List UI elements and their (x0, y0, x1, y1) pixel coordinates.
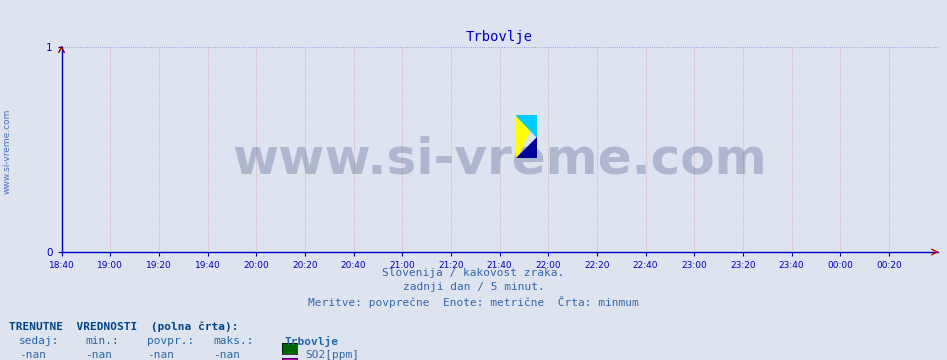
Text: povpr.:: povpr.: (147, 336, 194, 346)
Text: zadnji dan / 5 minut.: zadnji dan / 5 minut. (402, 282, 545, 292)
Text: maks.:: maks.: (213, 336, 254, 346)
Polygon shape (516, 115, 537, 137)
Text: TRENUTNE  VREDNOSTI  (polna črta):: TRENUTNE VREDNOSTI (polna črta): (9, 321, 239, 332)
Polygon shape (516, 115, 537, 158)
Text: -nan: -nan (213, 350, 241, 360)
Text: Trbovlje: Trbovlje (284, 336, 338, 347)
Text: www.si-vreme.com: www.si-vreme.com (3, 108, 12, 194)
Text: -nan: -nan (147, 350, 174, 360)
Text: min.:: min.: (85, 336, 119, 346)
Text: sedaj:: sedaj: (19, 336, 60, 346)
Text: www.si-vreme.com: www.si-vreme.com (232, 136, 767, 184)
Text: Meritve: povprečne  Enote: metrične  Črta: minmum: Meritve: povprečne Enote: metrične Črta:… (308, 296, 639, 307)
Text: -nan: -nan (19, 350, 46, 360)
Text: -nan: -nan (85, 350, 113, 360)
Text: Slovenija / kakovost zraka.: Slovenija / kakovost zraka. (383, 268, 564, 278)
Title: Trbovlje: Trbovlje (466, 30, 533, 44)
Text: SO2[ppm]: SO2[ppm] (305, 350, 359, 360)
Polygon shape (516, 137, 537, 158)
